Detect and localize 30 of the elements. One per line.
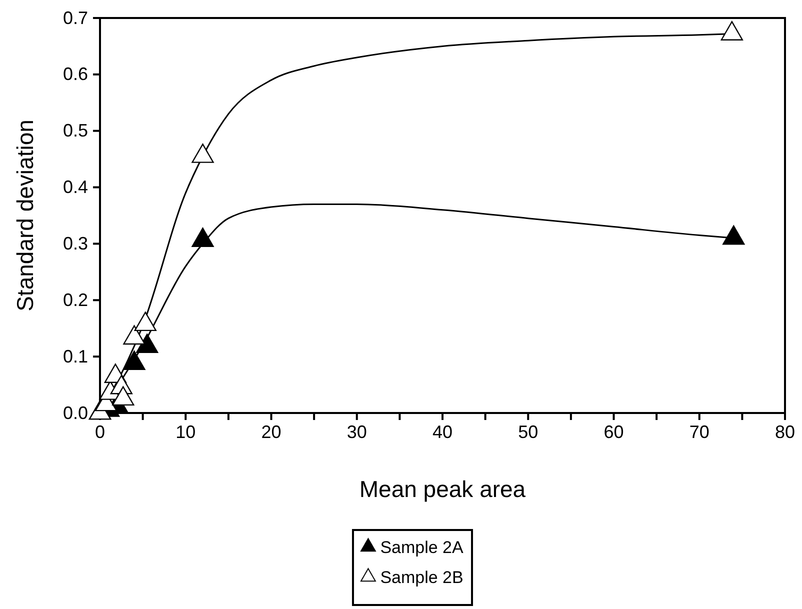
point	[112, 386, 134, 406]
point	[722, 225, 745, 245]
point	[123, 350, 146, 370]
y-tick-label: 0.7	[62, 8, 88, 28]
x-tick-label: 40	[432, 422, 453, 442]
x-tick-label: 0	[94, 422, 106, 442]
x-tick-label: 60	[604, 422, 624, 442]
y-tick-label: 0.1	[62, 346, 88, 366]
x-tick-label: 80	[774, 422, 796, 442]
y-tick-label: 0.3	[62, 233, 88, 254]
point	[123, 325, 146, 345]
y-axis-title: Standard deviation	[12, 120, 38, 312]
y-tick-label: 0.0	[62, 402, 88, 423]
y-tick-label: 0.6	[62, 64, 88, 84]
point	[192, 228, 214, 247]
point	[134, 312, 156, 332]
point	[136, 334, 158, 354]
x-axis-title: Mean peak area	[359, 476, 526, 502]
point	[192, 144, 214, 163]
y-tick-label: 0.4	[62, 177, 88, 198]
x-tick-label: 20	[261, 422, 282, 442]
x-tick-label: 50	[518, 422, 538, 442]
x-tick-label: 30	[346, 422, 367, 442]
point	[720, 21, 743, 40]
legend-label: Sample 2B	[380, 568, 464, 587]
x-tick-label: 10	[176, 422, 196, 442]
y-tick-label: 0.5	[62, 120, 88, 141]
x-tick-label: 70	[689, 422, 710, 442]
legend-label: Sample 2A	[380, 538, 464, 557]
y-tick-label: 0.2	[62, 290, 88, 310]
